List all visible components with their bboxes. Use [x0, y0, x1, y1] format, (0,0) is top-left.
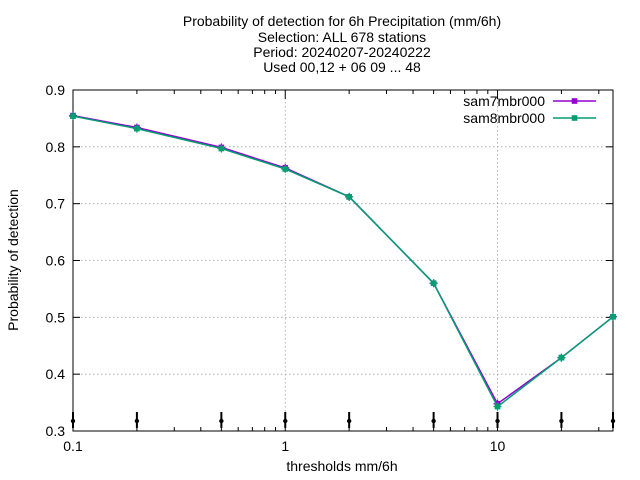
chart-title: Probability of detection for 6h Precipit… — [183, 13, 501, 75]
count-marker-dot — [346, 418, 352, 424]
y-axis: 0.3 0.4 0.5 0.6 0.7 0.8 0.9 — [46, 82, 613, 439]
count-marker-dot — [70, 418, 76, 424]
y-tick-label: 0.4 — [46, 366, 66, 382]
grid — [73, 90, 613, 431]
y-tick-label: 0.8 — [46, 139, 66, 155]
x-tick-label: 0.1 — [63, 438, 83, 454]
x-axis-label: thresholds mm/6h — [286, 458, 397, 474]
legend-marker-sam7mbr000 — [571, 98, 578, 104]
legend-label-sam8mbr000: sam8mbr000 — [463, 110, 545, 126]
count-marker-dot — [495, 418, 500, 424]
y-tick-label: 0.6 — [46, 253, 66, 269]
chart-title-line-2: Selection: ALL 678 stations — [258, 29, 426, 45]
count-marker-dot — [283, 418, 288, 424]
y-tick-label: 0.3 — [46, 423, 66, 439]
count-marker-dot — [610, 418, 616, 424]
x-tick-label: 1 — [281, 438, 289, 454]
count-marker-dot — [219, 418, 224, 424]
series-line-sam8mbr000 — [72, 115, 614, 408]
chart-title-line-4: Used 00,12 + 06 09 ... 48 — [263, 59, 421, 75]
y-tick-label: 0.9 — [46, 82, 66, 98]
chart-title-line-1: Probability of detection for 6h Precipit… — [183, 13, 501, 29]
legend-marker-sam8mbr000 — [571, 115, 578, 121]
y-tick-label: 0.7 — [46, 196, 66, 212]
x-tick-label: 10 — [490, 438, 506, 454]
x-axis: 0.1 1 10 — [63, 90, 600, 454]
count-marker-dot — [134, 418, 140, 424]
y-tick-label: 0.5 — [46, 309, 66, 325]
legend-label-sam7mbr000: sam7mbr000 — [463, 93, 545, 109]
series-line-sam7mbr000 — [72, 114, 614, 405]
count-marker-dot — [559, 418, 564, 424]
count-marker-dot — [431, 418, 436, 424]
count-markers — [70, 412, 616, 428]
series-layer — [69, 111, 617, 411]
chart-title-line-3: Period: 20240207-20240222 — [253, 44, 431, 60]
y-axis-label: Probability of detection — [5, 189, 21, 331]
